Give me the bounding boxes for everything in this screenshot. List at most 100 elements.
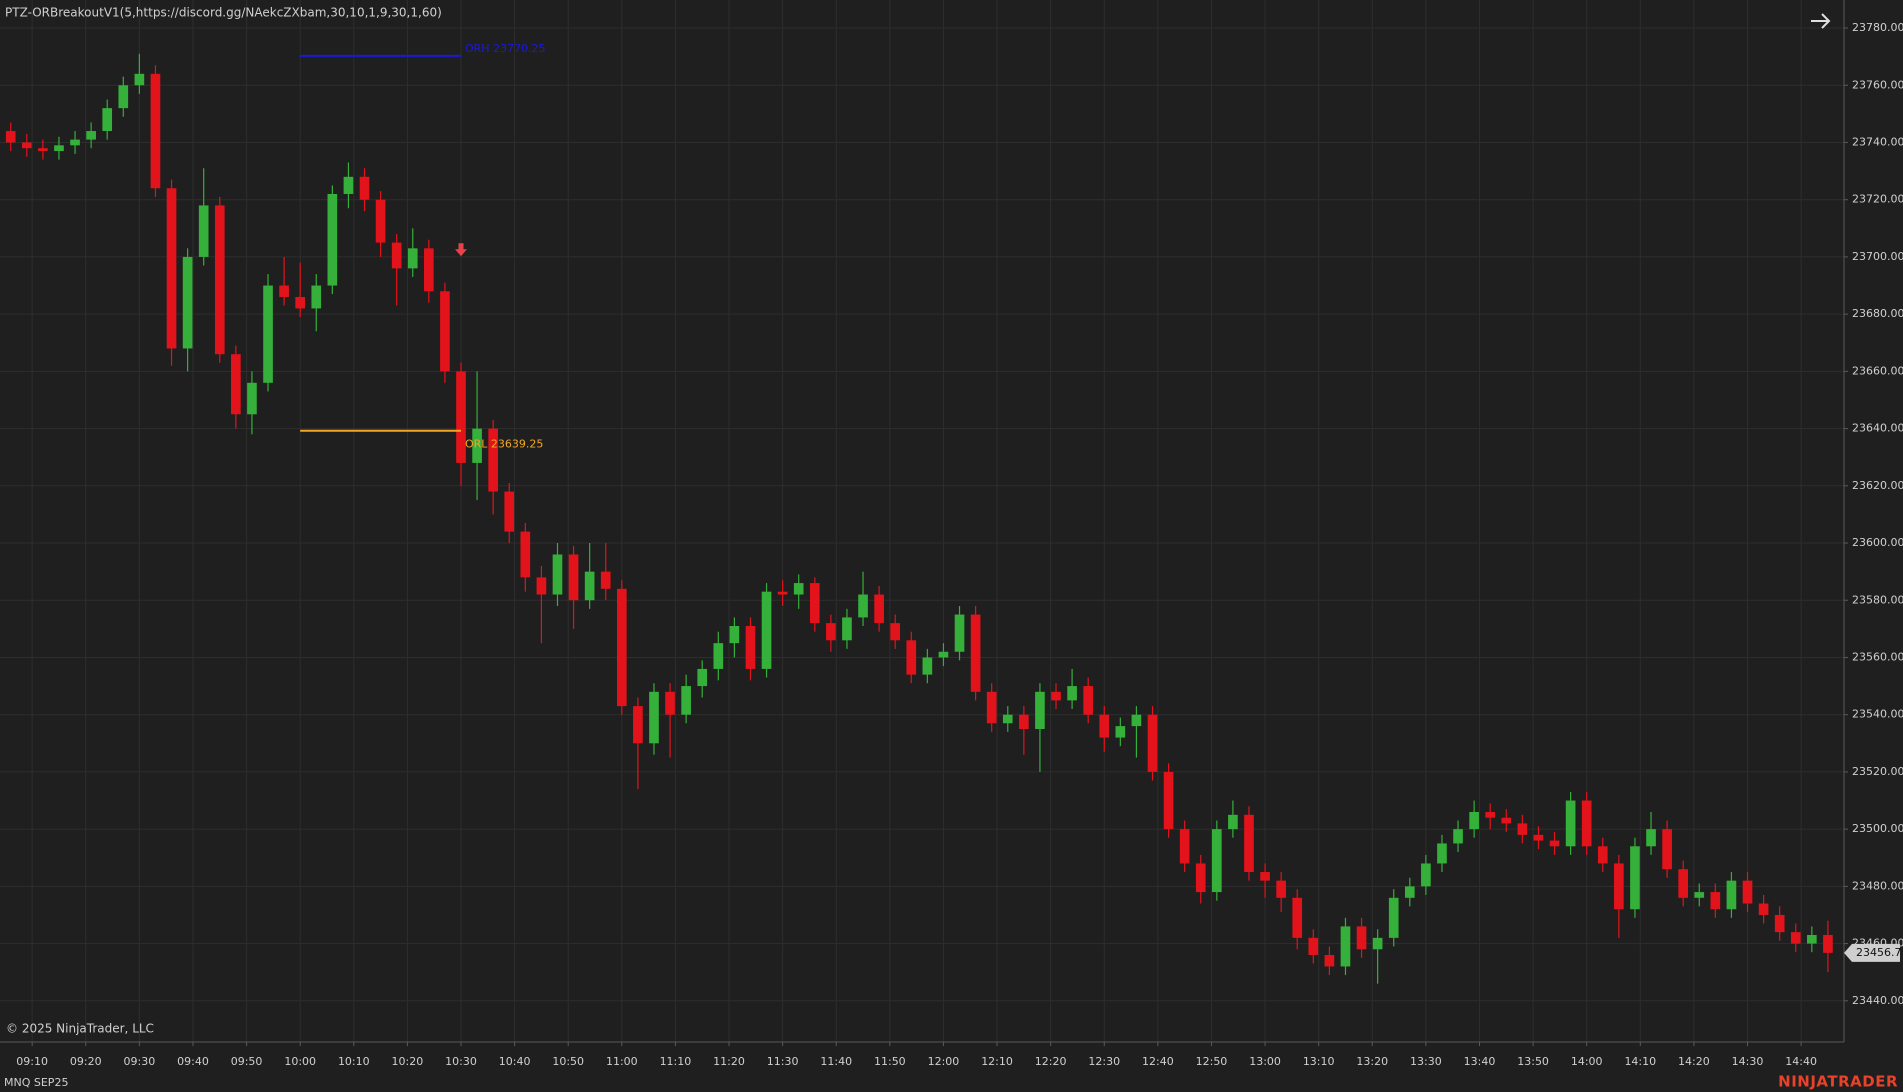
candle-body [343,176,354,194]
candle-body [970,614,981,692]
candle-body [536,577,547,595]
candle-body [1501,817,1512,824]
candle-body [616,588,627,707]
candle-body [86,131,96,140]
candle-body [552,554,563,595]
candle-body [665,691,675,715]
x-tick-label: 12:50 [1196,1055,1228,1068]
candle-body [1340,926,1351,967]
candle-body [745,626,756,669]
y-tick-label: 23760.00 [1852,78,1903,91]
x-tick-label: 09:40 [177,1055,209,1068]
candle-body [1324,955,1335,967]
candle-body [1469,811,1479,830]
y-tick-label: 23640.00 [1852,422,1903,435]
x-tick-label: 11:00 [606,1055,638,1068]
candle-body [70,139,80,146]
candle-body [38,148,48,152]
candle-body [1356,926,1367,950]
x-tick-label: 14:30 [1732,1055,1764,1068]
candle-body [1244,814,1254,873]
candle-body [1115,726,1126,738]
candle-body [1002,714,1013,724]
sell-signal-arrow [455,243,467,257]
x-tick-label: 10:50 [552,1055,584,1068]
x-tick-label: 11:30 [767,1055,799,1068]
x-tick-label: 12:30 [1088,1055,1120,1068]
candle-body [1453,829,1463,844]
candle-body [761,591,772,669]
x-tick-label: 13:30 [1410,1055,1442,1068]
candle-body [1726,880,1737,910]
y-tick-label: 23740.00 [1852,135,1903,148]
candle-body [295,296,306,309]
x-tick-label: 14:00 [1571,1055,1603,1068]
candle-body [1549,840,1560,847]
x-tick-label: 10:30 [445,1055,477,1068]
candle-body [681,686,691,715]
candle-body [504,491,515,532]
candle-body [1228,814,1238,830]
candle-body [1485,811,1496,818]
candle-body [102,108,113,132]
y-tick-label: 23520.00 [1852,765,1903,778]
x-tick-label: 14:20 [1678,1055,1710,1068]
candle-body [231,354,241,415]
candle-body [1372,937,1383,950]
y-tick-label: 23720.00 [1852,193,1903,206]
candle-body [633,706,643,744]
candle-body [1276,880,1286,898]
candle-body [1774,914,1785,933]
x-tick-label: 11:50 [874,1055,906,1068]
scroll-right-button[interactable] [1800,8,1840,32]
copyright: © 2025 NinjaTrader, LLC [6,1022,154,1036]
candle-body [279,285,289,297]
candle-body [1035,691,1045,729]
candle-body [1292,897,1303,938]
candle-body [1758,903,1769,915]
x-tick-label: 14:40 [1785,1055,1817,1068]
brand-logo: NINJATRADER [1778,1073,1898,1091]
candle-body [697,668,708,687]
candle-body [456,371,466,463]
candle-body [5,131,16,143]
candle-body [21,142,32,149]
y-tick-label: 23600.00 [1852,536,1903,549]
candle-body [777,591,788,595]
candle-body [1614,863,1624,910]
candle-body [1067,686,1077,701]
candle-body [922,657,933,675]
y-tick-label: 23560.00 [1852,650,1903,663]
candle-body [874,594,884,624]
candle-body [520,531,531,578]
x-tick-label: 12:00 [928,1055,960,1068]
x-tick-label: 13:00 [1249,1055,1281,1068]
y-tick-label: 23440.00 [1852,994,1903,1007]
candle-body [1404,886,1415,898]
y-tick-label: 23660.00 [1852,364,1903,377]
candle-body [1630,846,1640,910]
candle-body [327,193,338,286]
candle-body [1019,714,1029,729]
candle-body [440,291,450,372]
candle-body [1807,934,1817,944]
candle-body [1195,863,1206,893]
candle-body [600,571,611,589]
x-tick-label: 10:10 [338,1055,370,1068]
candle-body [713,643,724,669]
candle-body [826,623,836,641]
candle-body [809,583,820,624]
candle-body [986,691,997,724]
candle-body [1083,686,1093,715]
candle-body [1678,869,1689,898]
candle-body [906,640,917,675]
x-tick-label: 10:20 [392,1055,424,1068]
candle-body [1437,843,1447,864]
candle-body [263,285,273,383]
candle-body [1260,872,1270,881]
level-label: ORH 23770.25 [465,42,546,55]
candle-body [793,583,804,595]
candle-body [1581,800,1592,847]
